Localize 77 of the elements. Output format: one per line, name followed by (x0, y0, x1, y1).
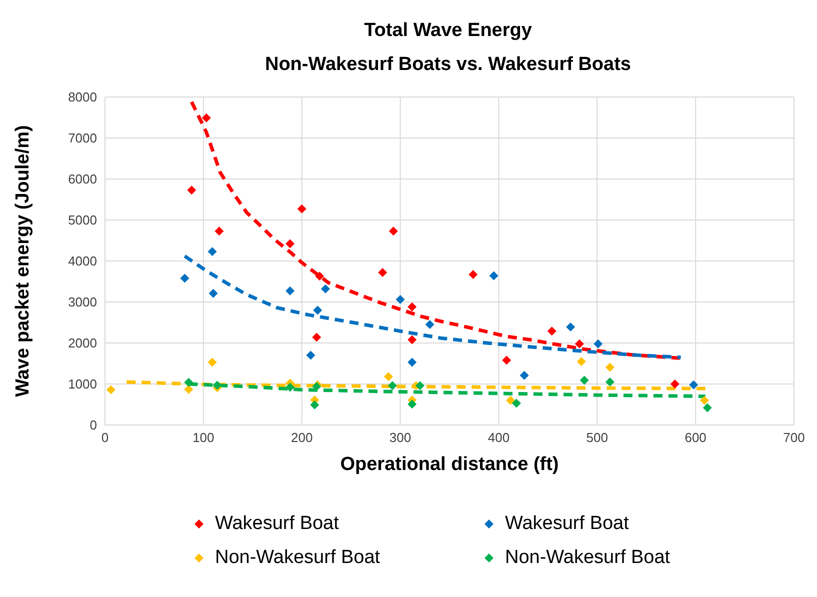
point (187, 186, 196, 195)
point (396, 295, 405, 304)
point (388, 226, 398, 236)
point (425, 320, 434, 330)
point (670, 380, 680, 388)
point (313, 306, 322, 315)
legend-label: Wakesurf Boat (505, 513, 629, 535)
point (286, 382, 295, 392)
point (378, 268, 388, 277)
point (286, 239, 295, 248)
x-tick-label: 700 (783, 430, 805, 446)
x-tick-label: 300 (389, 430, 412, 446)
line-series (190, 100, 682, 360)
point (297, 204, 306, 214)
point (408, 302, 417, 312)
y-tick-label: 2000 (68, 336, 97, 351)
x-tick-label: 400 (488, 430, 510, 446)
point (214, 226, 224, 236)
y-tick-label: 4000 (68, 254, 97, 269)
y-tick-label: 0 (90, 418, 97, 433)
y-tick-label: 5000 (68, 212, 97, 228)
point (547, 326, 556, 336)
y-tick-label: 3000 (68, 294, 97, 310)
point (320, 284, 330, 294)
point (605, 377, 614, 386)
point (594, 339, 603, 348)
y-tick-label: 6000 (68, 172, 97, 187)
chart-title: Total Wave Energy (363, 20, 533, 42)
x-tick-label: 600 (684, 430, 706, 446)
point (408, 400, 417, 409)
point (180, 274, 190, 283)
point (489, 271, 498, 280)
point (310, 400, 320, 410)
point (388, 381, 397, 390)
point (306, 350, 316, 360)
point (208, 288, 218, 298)
point (700, 396, 709, 405)
x-tick-label: 200 (291, 430, 313, 446)
legend-label: Non-Wakesurf Boat (215, 547, 380, 569)
point (605, 362, 614, 372)
y-tick-label: 8000 (68, 90, 97, 105)
point (576, 356, 586, 366)
point (408, 335, 417, 344)
line-series (124, 380, 708, 390)
x-tick-label: 500 (586, 430, 608, 446)
y-axis-title: Wave packet energy (Joule/m) (12, 125, 34, 397)
point (506, 396, 516, 405)
point (502, 356, 512, 365)
point (184, 378, 194, 387)
y-tick-label: 7000 (68, 130, 97, 146)
point (689, 380, 698, 390)
legend-label: Wakesurf Boat (215, 513, 339, 535)
point (202, 113, 211, 122)
point (512, 398, 521, 408)
point (415, 381, 424, 390)
point (184, 384, 194, 394)
point (312, 332, 322, 342)
point (566, 322, 576, 332)
point (580, 376, 589, 385)
point (468, 270, 478, 280)
point (408, 358, 417, 367)
point (315, 272, 324, 281)
point (286, 286, 295, 296)
x-axis-title: Operational distance (ft) (340, 454, 559, 475)
chart-subtitle: Non-Wakesurf Boats vs. Wakesurf Boats (264, 54, 632, 76)
point (208, 358, 217, 367)
point (106, 385, 116, 394)
point (208, 247, 217, 256)
point (574, 339, 584, 348)
line-series (182, 254, 683, 360)
point (520, 370, 529, 380)
point (702, 403, 712, 412)
x-tick-label: 0 (101, 430, 109, 446)
x-tick-label: 100 (192, 430, 214, 446)
legend-label: Non-Wakesurf Boat (505, 547, 670, 569)
point (384, 372, 393, 382)
y-tick-label: 1000 (68, 376, 97, 392)
